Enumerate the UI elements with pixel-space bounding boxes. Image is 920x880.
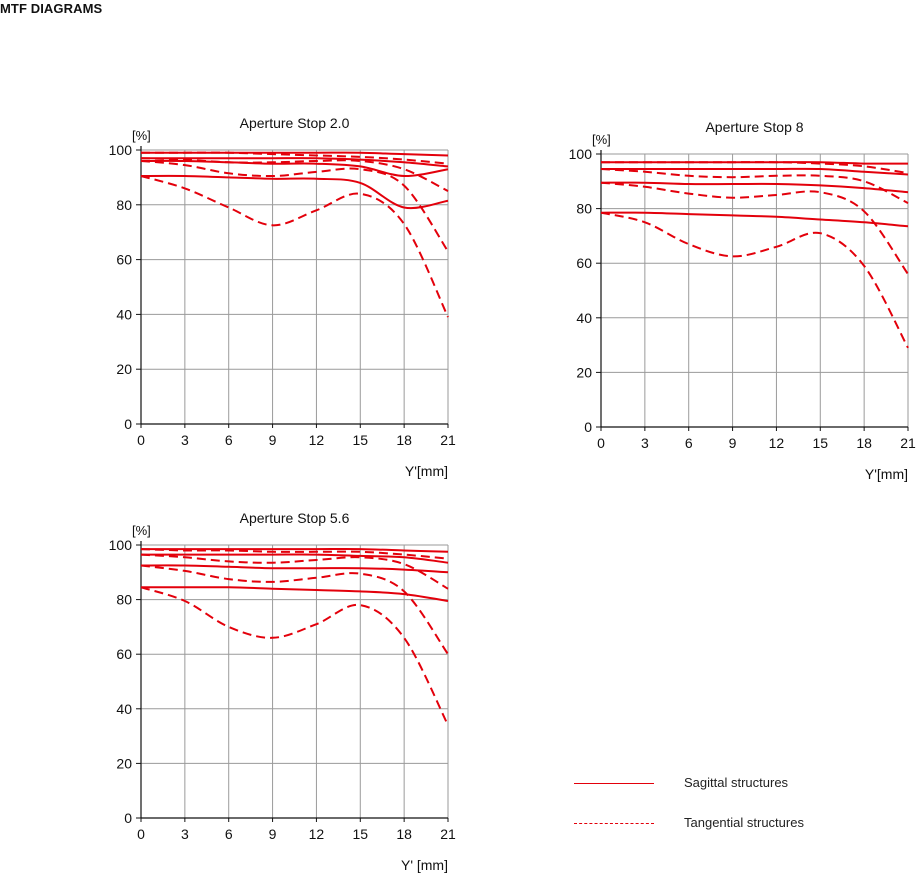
x-axis-label: Y'[mm] xyxy=(405,463,448,479)
legend-swatch-dashed xyxy=(574,823,654,824)
x-tick-label: 18 xyxy=(856,435,872,451)
x-tick-label: 15 xyxy=(352,432,368,448)
x-tick-label: 9 xyxy=(269,826,277,842)
y-tick-label: 20 xyxy=(576,364,592,380)
y-tick-label: 60 xyxy=(116,646,132,662)
x-tick-label: 18 xyxy=(396,826,412,842)
tangential-curve-5 xyxy=(140,564,449,655)
tangential-curve-1 xyxy=(601,161,909,175)
sagittal-curve-6 xyxy=(600,211,909,228)
sagittal-curve-0 xyxy=(141,548,449,553)
x-tick-label: 21 xyxy=(440,826,456,842)
x-tick-label: 0 xyxy=(137,826,145,842)
x-tick-label: 6 xyxy=(225,826,233,842)
sagittal-curve-4 xyxy=(140,159,449,178)
legend-label-sagittal: Sagittal structures xyxy=(684,775,789,790)
y-axis-label: [%] xyxy=(132,128,151,143)
x-tick-label: 6 xyxy=(685,435,693,451)
x-tick-label: 3 xyxy=(641,435,649,451)
y-tick-label: 80 xyxy=(116,592,132,608)
x-tick-label: 21 xyxy=(900,435,916,451)
x-tick-label: 15 xyxy=(352,826,368,842)
tangential-curve-1 xyxy=(141,151,449,165)
y-tick-label: 40 xyxy=(116,701,132,717)
legend-item-tangential: Tangential structures xyxy=(574,812,874,852)
y-tick-label: 100 xyxy=(569,146,593,162)
tangential-curve-3 xyxy=(140,553,449,590)
chart-legend: Sagittal structures Tangential structure… xyxy=(574,772,874,852)
tangential-curve-7 xyxy=(140,586,449,726)
sagittal-curve-4 xyxy=(140,564,449,574)
chart-title: Aperture Stop 8 xyxy=(705,119,803,135)
y-tick-label: 60 xyxy=(576,255,592,271)
sagittal-curve-2 xyxy=(141,553,449,564)
x-axis-label: Y' [mm] xyxy=(401,857,448,873)
legend-swatch-solid xyxy=(574,783,654,784)
y-axis-label: [%] xyxy=(132,523,151,538)
x-tick-label: 21 xyxy=(440,432,456,448)
x-tick-label: 9 xyxy=(729,435,737,451)
y-tick-label: 20 xyxy=(116,361,132,377)
x-tick-label: 12 xyxy=(309,826,325,842)
y-tick-label: 20 xyxy=(116,755,132,771)
tangential-curve-5 xyxy=(600,181,909,275)
sagittal-curve-2 xyxy=(141,157,449,168)
x-tick-label: 9 xyxy=(269,432,277,448)
y-tick-label: 100 xyxy=(109,142,133,158)
y-axis-label: [%] xyxy=(592,132,611,147)
y-tick-label: 40 xyxy=(576,310,592,326)
x-tick-label: 12 xyxy=(769,435,785,451)
y-tick-label: 0 xyxy=(124,810,132,826)
tangential-curve-3 xyxy=(600,168,909,204)
x-tick-label: 3 xyxy=(181,826,189,842)
sagittal-curve-6 xyxy=(140,174,449,210)
page-title: MTF DIAGRAMS xyxy=(0,1,103,16)
x-tick-label: 0 xyxy=(597,435,605,451)
sagittal-curve-6 xyxy=(141,586,449,602)
sagittal-curve-4 xyxy=(600,181,909,194)
tangential-curve-1 xyxy=(140,548,449,560)
y-tick-label: 0 xyxy=(124,416,132,432)
legend-label-tangential: Tangential structures xyxy=(684,815,804,830)
y-tick-label: 80 xyxy=(116,197,132,213)
x-axis-label: Y'[mm] xyxy=(865,466,908,482)
sagittal-curve-2 xyxy=(600,167,909,176)
y-tick-label: 40 xyxy=(116,306,132,322)
x-tick-label: 0 xyxy=(137,432,145,448)
x-tick-label: 15 xyxy=(812,435,828,451)
x-tick-label: 12 xyxy=(309,432,325,448)
legend-item-sagittal: Sagittal structures xyxy=(574,772,874,812)
chart-title: Aperture Stop 2.0 xyxy=(240,115,350,131)
x-tick-label: 3 xyxy=(181,432,189,448)
tangential-curve-7 xyxy=(600,211,909,349)
tangential-curve-3 xyxy=(140,157,449,192)
tangential-curve-5 xyxy=(140,160,449,252)
y-tick-label: 0 xyxy=(584,419,592,435)
y-tick-label: 100 xyxy=(109,537,133,553)
tangential-curve-7 xyxy=(140,175,449,318)
y-tick-label: 80 xyxy=(576,201,592,217)
x-tick-label: 6 xyxy=(225,432,233,448)
y-tick-label: 60 xyxy=(116,252,132,268)
x-tick-label: 18 xyxy=(396,432,412,448)
chart-title: Aperture Stop 5.6 xyxy=(240,510,350,526)
